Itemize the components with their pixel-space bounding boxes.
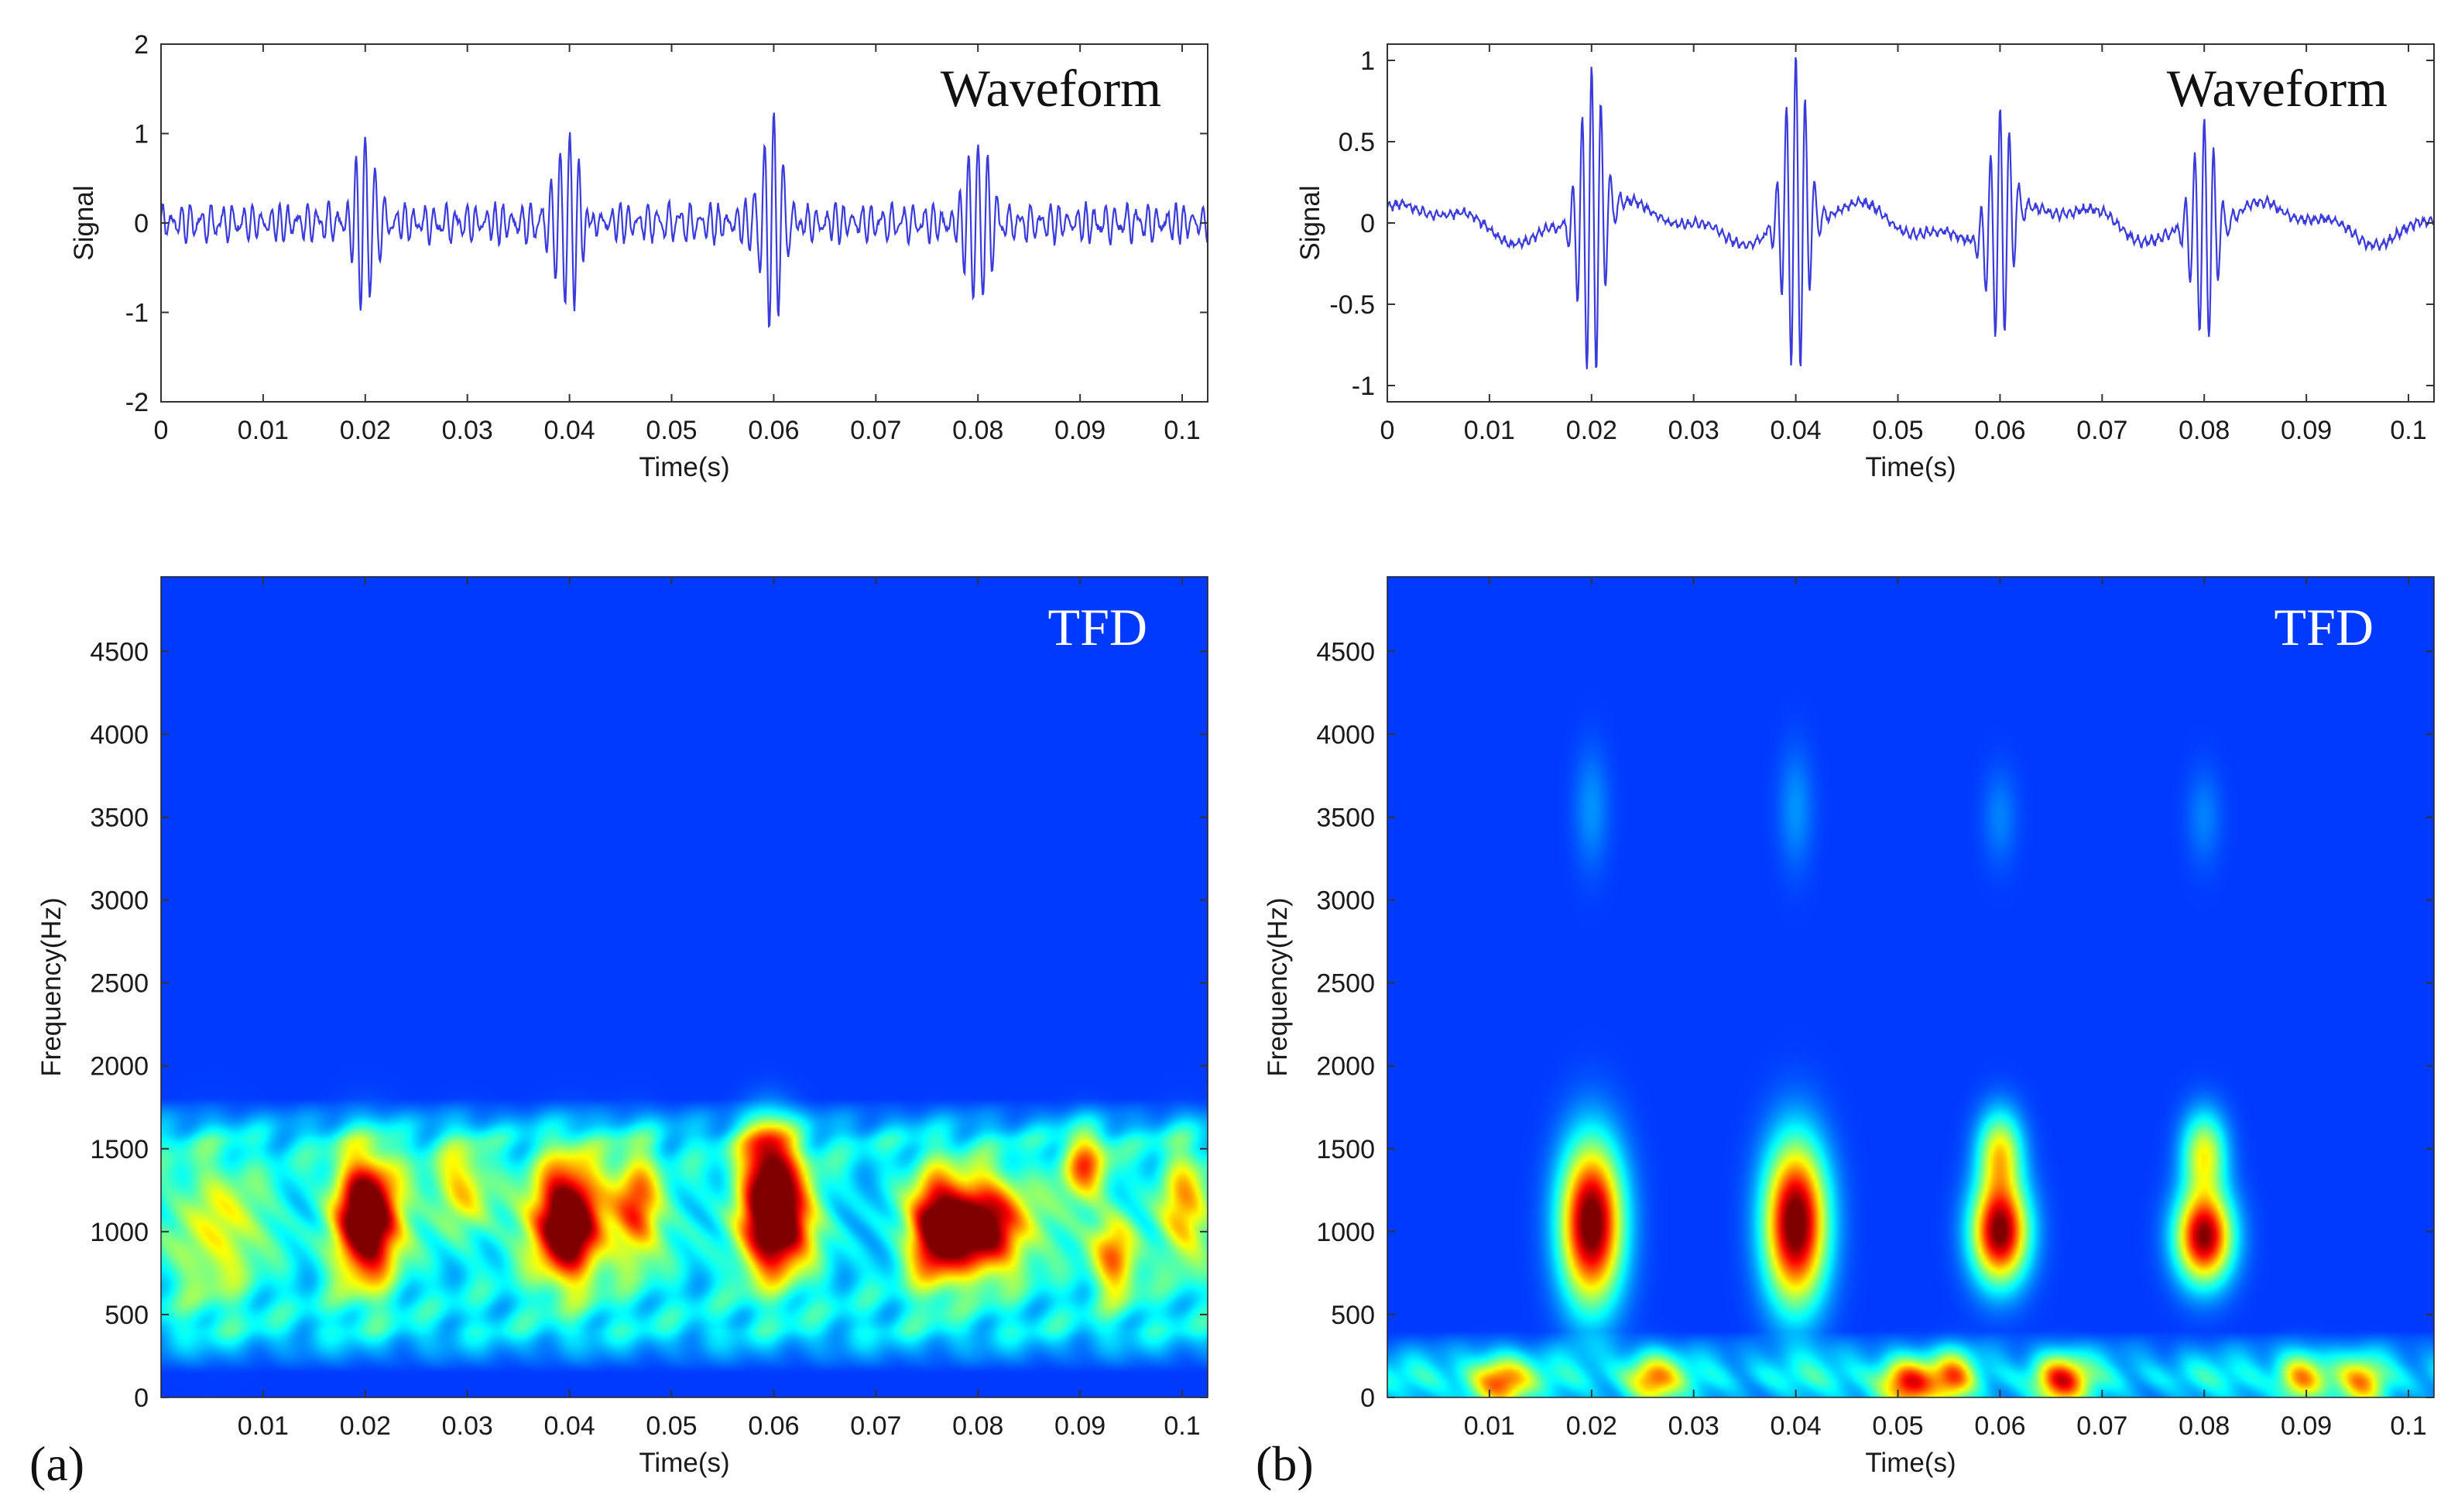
x-tick-label: 0.1 xyxy=(2390,416,2426,445)
x-tick-label: 0.1 xyxy=(2390,1411,2426,1441)
y-tick-label: 3500 xyxy=(90,804,149,833)
x-tick-label: 0.08 xyxy=(952,1411,1003,1441)
x-tick-label: 0.06 xyxy=(1974,416,2025,445)
x-tick-label: 0.04 xyxy=(544,1411,595,1441)
x-tick-label: 0.09 xyxy=(1054,416,1106,445)
x-tick-label: 0.05 xyxy=(646,1411,697,1441)
x-tick-label: 0.04 xyxy=(544,416,595,445)
plot-frame xyxy=(1387,576,2435,1398)
y-tick-label: 2500 xyxy=(90,969,149,999)
tfd-heatmap-image xyxy=(161,577,1208,1397)
x-axis-label: Time(s) xyxy=(639,452,729,482)
y-tick-label: 4500 xyxy=(90,637,149,667)
y-tick-label: 0 xyxy=(1360,209,1375,238)
x-tick-label: 0.03 xyxy=(442,416,493,445)
y-tick-label: 1 xyxy=(134,120,149,149)
y-tick-label: -0.5 xyxy=(1329,290,1375,320)
x-tick-label: 0.06 xyxy=(1974,1411,2025,1441)
x-tick-label: 0.05 xyxy=(1872,416,1923,445)
y-tick-label: -1 xyxy=(1352,372,1375,401)
x-tick-label: 0 xyxy=(1380,416,1395,445)
x-tick-label: 0.03 xyxy=(442,1411,493,1441)
plot-frame xyxy=(160,576,1208,1398)
x-tick-label: 0.01 xyxy=(238,1411,289,1441)
y-tick-label: 4500 xyxy=(1316,637,1375,667)
x-tick-label: 0.07 xyxy=(2076,1411,2127,1441)
x-axis-label: Time(s) xyxy=(639,1448,729,1478)
y-tick-label: 0 xyxy=(134,1383,149,1413)
x-tick-label: 0.1 xyxy=(1164,1411,1200,1441)
x-tick-label: 0.05 xyxy=(646,416,697,445)
y-tick-label: 1500 xyxy=(1316,1135,1375,1164)
y-tick-label: 2500 xyxy=(1316,969,1375,999)
a_tfd-chart: TFD xyxy=(160,576,1208,1398)
x-tick-label: 0.09 xyxy=(1054,1411,1106,1441)
y-tick-label: 500 xyxy=(105,1301,149,1330)
x-tick-label: 0.03 xyxy=(1668,1411,1719,1441)
y-tick-label: 4000 xyxy=(1316,720,1375,749)
x-tick-label: 0.02 xyxy=(340,1411,391,1441)
y-tick-label: 4000 xyxy=(90,720,149,749)
y-axis-label: Signal xyxy=(69,185,99,260)
y-tick-label: 1000 xyxy=(1316,1218,1375,1247)
x-tick-label: 0.09 xyxy=(2281,1411,2332,1441)
y-tick-label: 3000 xyxy=(90,886,149,916)
x-axis-label: Time(s) xyxy=(1865,452,1956,482)
y-tick-label: 0 xyxy=(134,209,149,238)
b_waveform-chart: Waveform xyxy=(1386,43,2435,403)
y-tick-label: 3500 xyxy=(1316,804,1375,833)
x-tick-label: 0.01 xyxy=(1464,416,1515,445)
x-tick-label: 0 xyxy=(154,416,169,445)
x-tick-label: 0.02 xyxy=(1566,416,1617,445)
x-tick-label: 0.06 xyxy=(748,1411,799,1441)
panel-label-b: (b) xyxy=(1256,1436,1314,1491)
x-tick-label: 0.03 xyxy=(1668,416,1719,445)
chart-title: TFD xyxy=(2275,598,2374,657)
x-tick-label: 0.08 xyxy=(2179,1411,2230,1441)
chart-title: Waveform xyxy=(941,59,1161,118)
b_tfd-chart: TFD xyxy=(1387,576,2435,1398)
x-tick-label: 0.02 xyxy=(1566,1411,1617,1441)
x-tick-label: 0.01 xyxy=(238,416,289,445)
y-axis-label: Frequency(Hz) xyxy=(36,897,67,1076)
x-axis-label: Time(s) xyxy=(1865,1448,1956,1478)
y-tick-label: 1500 xyxy=(90,1135,149,1164)
x-tick-label: 0.07 xyxy=(850,1411,901,1441)
x-tick-label: 0.08 xyxy=(2179,416,2230,445)
y-tick-label: -1 xyxy=(125,299,149,328)
y-tick-label: 0.5 xyxy=(1339,128,1375,157)
tfd-heatmap-image xyxy=(1387,577,2434,1397)
y-tick-label: 2000 xyxy=(1316,1052,1375,1082)
chart-title: TFD xyxy=(1048,598,1147,657)
x-tick-label: 0.08 xyxy=(952,416,1003,445)
x-tick-label: 0.01 xyxy=(1464,1411,1515,1441)
x-tick-label: 0.07 xyxy=(2076,416,2127,445)
y-tick-label: 2000 xyxy=(90,1052,149,1082)
a_waveform-chart: Waveform xyxy=(159,43,1208,403)
x-tick-label: 0.06 xyxy=(748,416,799,445)
x-tick-label: 0.07 xyxy=(850,416,901,445)
y-tick-label: 1 xyxy=(1360,46,1375,76)
waveform-series-line xyxy=(159,112,1208,328)
x-tick-label: 0.02 xyxy=(340,416,391,445)
y-axis-label: Frequency(Hz) xyxy=(1263,897,1293,1076)
x-tick-label: 0.09 xyxy=(2281,416,2332,445)
x-tick-label: 0.04 xyxy=(1771,1411,1822,1441)
y-tick-label: 0 xyxy=(1360,1383,1375,1413)
chart-title: Waveform xyxy=(2167,59,2388,118)
y-tick-label: 500 xyxy=(1331,1301,1375,1330)
y-axis-label: Signal xyxy=(1295,185,1325,260)
waveform-series-line xyxy=(1386,57,2435,369)
x-tick-label: 0.05 xyxy=(1872,1411,1923,1441)
panel-label-a: (a) xyxy=(29,1436,84,1491)
x-tick-label: 0.04 xyxy=(1771,416,1822,445)
x-tick-label: 0.1 xyxy=(1164,416,1200,445)
y-tick-label: 3000 xyxy=(1316,886,1375,916)
y-tick-label: 2 xyxy=(134,30,149,60)
y-tick-label: -2 xyxy=(125,388,149,417)
y-tick-label: 1000 xyxy=(90,1218,149,1247)
